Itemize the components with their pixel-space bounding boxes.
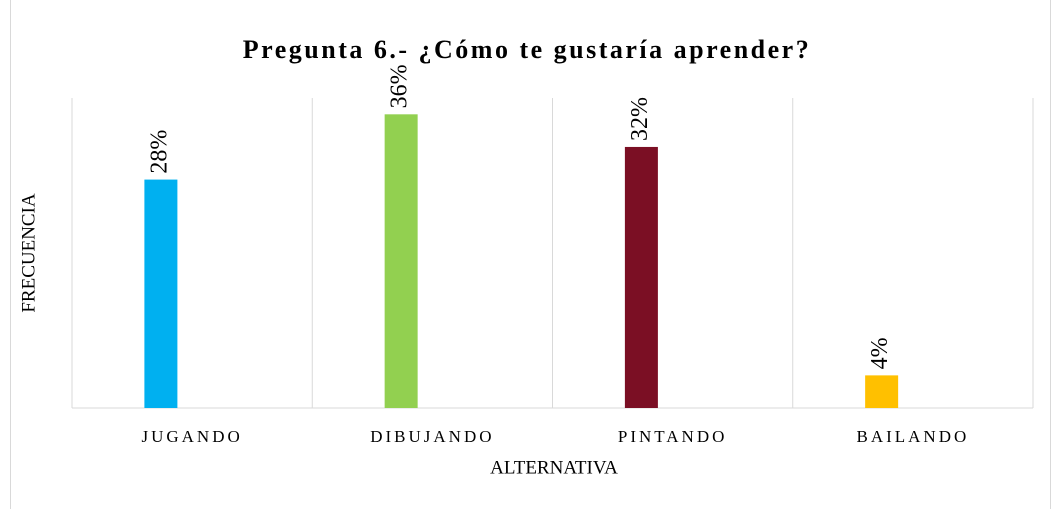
x-tick-label: PINTANDO: [618, 427, 728, 446]
x-axis-title: ALTERNATIVA: [490, 457, 618, 478]
chart-border: [10, 0, 1051, 509]
chart-title: Pregunta 6.- ¿Cómo te gustaría aprender?: [243, 35, 811, 64]
x-tick-label: JUGANDO: [141, 427, 242, 446]
bar: [624, 146, 658, 408]
x-tick-label: BAILANDO: [856, 427, 969, 446]
bar: [865, 375, 899, 408]
data-label: 28%: [146, 130, 172, 174]
bar: [384, 114, 418, 408]
data-label: 32%: [627, 97, 653, 141]
bar: [144, 179, 178, 408]
x-tick-label: DIBUJANDO: [370, 427, 494, 446]
data-label: 4%: [867, 337, 893, 369]
data-label: 36%: [387, 64, 413, 108]
y-axis-title: FRECUENCIA: [18, 193, 39, 313]
